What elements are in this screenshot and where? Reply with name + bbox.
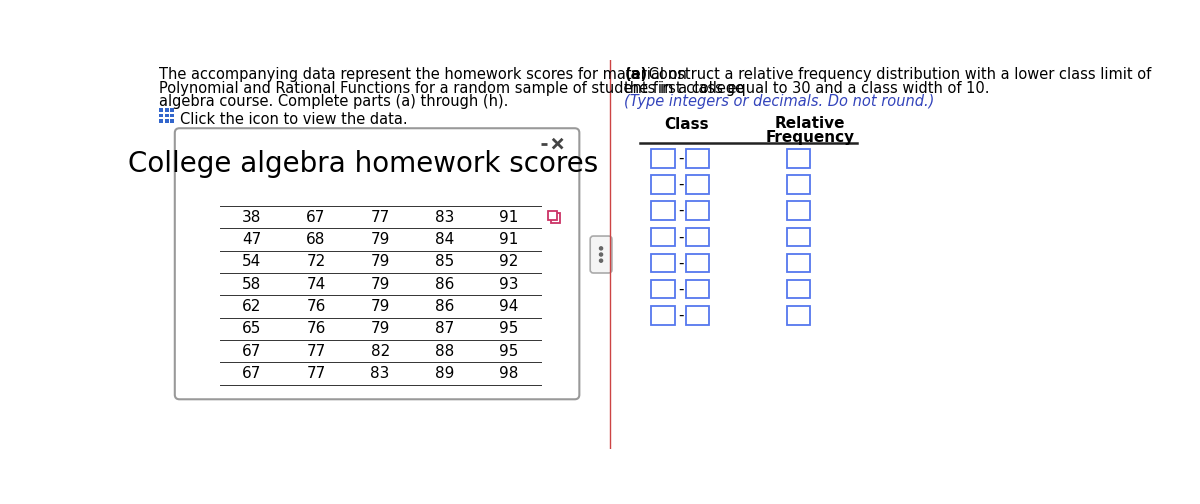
Bar — [652, 280, 674, 298]
Text: 88: 88 — [434, 344, 454, 359]
Text: 54: 54 — [242, 255, 262, 269]
Text: 79: 79 — [371, 255, 390, 269]
Text: the first class equal to 30 and a class width of 10.: the first class equal to 30 and a class … — [624, 81, 990, 95]
Circle shape — [600, 259, 602, 262]
Text: (Type integers or decimals. Do not round.): (Type integers or decimals. Do not round… — [624, 94, 935, 109]
Text: 91: 91 — [499, 232, 518, 247]
Text: algebra course. Complete parts (a) through (h).: algebra course. Complete parts (a) throu… — [160, 94, 509, 109]
Text: 68: 68 — [306, 232, 325, 247]
Bar — [787, 175, 810, 194]
Text: -: - — [678, 151, 683, 166]
Bar — [685, 228, 709, 246]
Bar — [787, 149, 810, 167]
Bar — [787, 228, 810, 246]
Bar — [160, 113, 163, 117]
Bar — [170, 119, 174, 123]
Bar — [652, 175, 674, 194]
Bar — [787, 254, 810, 272]
Text: -: - — [678, 177, 683, 192]
Bar — [552, 213, 560, 223]
Text: 85: 85 — [434, 255, 454, 269]
Text: 86: 86 — [434, 299, 454, 314]
Text: 74: 74 — [306, 277, 325, 292]
Text: Class: Class — [664, 117, 709, 133]
Text: 91: 91 — [499, 210, 518, 225]
Bar — [652, 228, 674, 246]
Text: 86: 86 — [434, 277, 454, 292]
Text: 79: 79 — [371, 299, 390, 314]
Text: -: - — [678, 256, 683, 271]
Bar — [652, 149, 674, 167]
Bar — [652, 202, 674, 220]
Bar — [685, 202, 709, 220]
Text: (a): (a) — [624, 67, 648, 82]
Bar — [787, 306, 810, 325]
Text: 79: 79 — [371, 277, 390, 292]
Bar — [685, 306, 709, 325]
Text: The accompanying data represent the homework scores for material on: The accompanying data represent the home… — [160, 67, 688, 82]
Text: 95: 95 — [499, 344, 518, 359]
Bar — [160, 119, 163, 123]
Bar — [164, 108, 168, 112]
Bar — [652, 306, 674, 325]
Circle shape — [600, 253, 602, 256]
Bar — [787, 202, 810, 220]
Text: -: - — [678, 282, 683, 297]
Text: 77: 77 — [371, 210, 390, 225]
Text: 65: 65 — [242, 322, 262, 336]
FancyBboxPatch shape — [590, 236, 612, 273]
Text: Click the icon to view the data.: Click the icon to view the data. — [180, 112, 408, 127]
Text: 82: 82 — [371, 344, 390, 359]
Bar — [685, 254, 709, 272]
Text: 76: 76 — [306, 322, 325, 336]
Text: 67: 67 — [242, 366, 262, 381]
Text: 84: 84 — [434, 232, 454, 247]
Text: -: - — [678, 229, 683, 244]
Text: 83: 83 — [371, 366, 390, 381]
Text: 95: 95 — [499, 322, 518, 336]
Bar — [787, 280, 810, 298]
Text: 92: 92 — [499, 255, 518, 269]
Text: 72: 72 — [306, 255, 325, 269]
Bar — [652, 254, 674, 272]
Text: 58: 58 — [242, 277, 262, 292]
Text: 87: 87 — [434, 322, 454, 336]
Text: 76: 76 — [306, 299, 325, 314]
Text: 67: 67 — [306, 210, 325, 225]
Circle shape — [600, 247, 602, 250]
Text: 62: 62 — [242, 299, 262, 314]
Text: 89: 89 — [434, 366, 454, 381]
Text: Polynomial and Rational Functions for a random sample of students in a college: Polynomial and Rational Functions for a … — [160, 81, 744, 95]
Text: 77: 77 — [306, 344, 325, 359]
Text: 93: 93 — [499, 277, 518, 292]
Bar — [548, 211, 557, 220]
Text: 94: 94 — [499, 299, 518, 314]
Bar — [685, 280, 709, 298]
Text: 67: 67 — [242, 344, 262, 359]
Bar — [164, 119, 168, 123]
Text: 98: 98 — [499, 366, 518, 381]
Text: Frequency: Frequency — [766, 130, 854, 145]
Text: 77: 77 — [306, 366, 325, 381]
Bar — [164, 113, 168, 117]
Text: 79: 79 — [371, 232, 390, 247]
Text: 38: 38 — [242, 210, 262, 225]
Text: Relative: Relative — [775, 116, 846, 131]
Text: 83: 83 — [434, 210, 454, 225]
Text: College algebra homework scores: College algebra homework scores — [128, 150, 599, 178]
Text: 47: 47 — [242, 232, 262, 247]
FancyBboxPatch shape — [175, 128, 580, 399]
Bar — [685, 149, 709, 167]
Bar — [685, 175, 709, 194]
Text: 79: 79 — [371, 322, 390, 336]
Text: -: - — [678, 203, 683, 218]
Text: -: - — [678, 308, 683, 323]
Bar — [170, 113, 174, 117]
Bar — [170, 108, 174, 112]
Bar — [160, 108, 163, 112]
Text: Construct a relative frequency distribution with a lower class limit of: Construct a relative frequency distribut… — [644, 67, 1152, 82]
